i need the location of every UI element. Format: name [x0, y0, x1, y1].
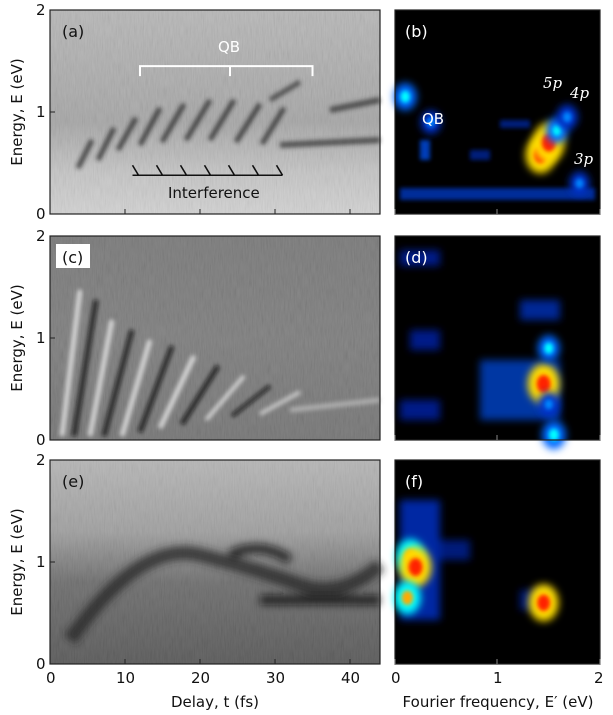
panel-c-ytick-0: 0 — [36, 431, 46, 449]
peaksB-peak-1 — [426, 117, 435, 127]
peaksD-peak-2 — [544, 399, 553, 410]
panel-e-xlabel: Delay, t (fs) — [171, 693, 259, 711]
peaksF-peak-2 — [401, 590, 414, 605]
panel-e-ylabel: Energy, E (eV) — [8, 508, 26, 616]
panel-f: (f) 0 1 2 Fourier frequency, E′ (eV) — [391, 459, 604, 711]
panel-c-ylabel: Energy, E (eV) — [8, 284, 26, 392]
interference-comb — [131, 164, 284, 177]
panel-d-ticks — [394, 435, 601, 440]
panel-c-ytick-1: 1 — [36, 329, 46, 347]
panel-f-xtick-1: 1 — [493, 669, 503, 687]
state-4p-label: 4p — [569, 84, 590, 102]
panel-a-ytick-0: 0 — [36, 205, 46, 223]
panel-f-xtick-0: 0 — [391, 669, 401, 687]
peaksB-peak-5 — [562, 111, 572, 123]
panel-a-ytick-2: 2 — [36, 1, 46, 19]
panel-d-label: (d) — [405, 248, 428, 267]
panel-c: (c) 0 1 2 Energy, E (eV) — [8, 227, 381, 449]
panel-e-xtick-40: 40 — [341, 669, 360, 687]
panel-e: (e) 0 1 2 0 10 20 30 40 Energy, E (eV) D… — [8, 451, 385, 711]
panel-a-ticks — [49, 9, 351, 215]
panel-e-xtick-30: 30 — [266, 669, 285, 687]
peaksB-peak-4 — [552, 124, 562, 136]
panel-d: (d) — [394, 235, 601, 450]
panel-f-xlabel: Fourier frequency, E′ (eV) — [403, 693, 594, 711]
qb-label-b: QB — [422, 110, 444, 128]
panel-e-features — [64, 543, 385, 645]
panel-b: (b) QB 5p 4p 3p — [393, 9, 601, 215]
panel-a-stripes — [75, 79, 381, 170]
panel-f-peaks — [393, 539, 559, 622]
panel-c-label: (c) — [62, 248, 83, 267]
panel-e-ticks — [49, 459, 351, 665]
panel-e-ytick-1: 1 — [36, 553, 46, 571]
panel-e-xtick-10: 10 — [116, 669, 135, 687]
qb-label: QB — [218, 38, 240, 56]
peaksD-peak-0 — [536, 374, 551, 393]
panel-c-label-bg — [56, 244, 90, 268]
panel-a-ylabel: Energy, E (eV) — [8, 58, 26, 166]
state-5p-label: 5p — [543, 74, 563, 92]
peaksD-peak-3 — [548, 428, 559, 442]
panel-e-label: (e) — [62, 472, 84, 491]
panel-c-ticks — [50, 235, 55, 441]
panel-f-ticks — [394, 659, 601, 664]
qb-bracket — [139, 65, 314, 77]
panel-a-grain — [50, 10, 380, 214]
panel-a-label: (a) — [62, 22, 84, 41]
panel-a: (a) QB Interference 0 1 2 Energy, E (eV) — [8, 1, 381, 223]
state-3p-label: 3p — [574, 150, 594, 168]
peaksD-peak-1 — [544, 342, 554, 354]
peaksB-peak-6 — [575, 178, 584, 189]
panel-e-xtick-20: 20 — [191, 669, 210, 687]
panel-e-ytick-0: 0 — [36, 655, 46, 673]
panel-a-ytick-1: 1 — [36, 103, 46, 121]
panel-f-xtick-2: 2 — [594, 669, 604, 687]
panel-f-label: (f) — [405, 472, 423, 491]
panel-b-label: (b) — [405, 22, 428, 41]
panel-b-peaks — [393, 83, 590, 195]
panel-b-noise — [400, 120, 595, 200]
panel-b-ticks — [394, 209, 601, 214]
panel-d-peaks — [527, 335, 566, 450]
interference-label: Interference — [168, 184, 260, 202]
peaksF-peak-1 — [408, 558, 423, 577]
panel-c-stripes — [59, 289, 381, 437]
panel-e-ytick-2: 2 — [36, 451, 46, 469]
peaksB-peak-0 — [400, 90, 410, 103]
peaksF-peak-3 — [537, 594, 551, 612]
panel-e-xtick-0: 0 — [46, 669, 56, 687]
panel-c-ytick-2: 2 — [36, 227, 46, 245]
